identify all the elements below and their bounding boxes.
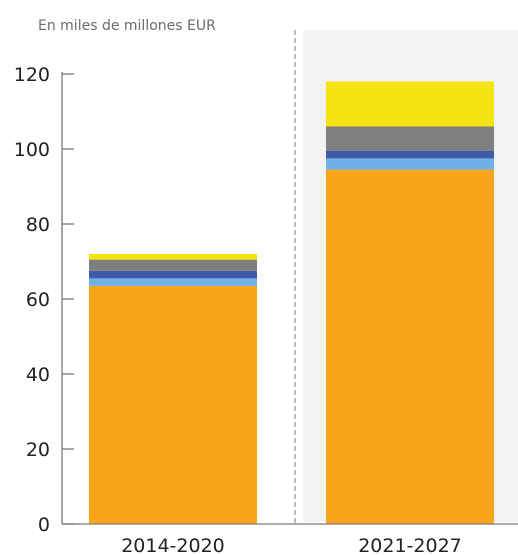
x-category-label: 2014-2020 bbox=[121, 535, 225, 555]
y-tick-label: 40 bbox=[26, 364, 50, 386]
y-tick-label: 80 bbox=[26, 214, 50, 236]
y-axis: 0 20 40 60 80 100 120 bbox=[14, 64, 74, 536]
bar-segment bbox=[89, 270, 257, 279]
bar-segment bbox=[89, 259, 257, 271]
bar-segment bbox=[326, 150, 494, 159]
x-axis: 2014-2020 2021-2027 bbox=[62, 523, 518, 555]
bar-segment bbox=[326, 81, 494, 127]
unit-label: En miles de millones EUR bbox=[38, 18, 216, 34]
y-tick-label: 120 bbox=[14, 64, 50, 86]
bar-segment bbox=[326, 158, 494, 170]
y-tick-label: 0 bbox=[38, 514, 50, 536]
x-category-label: 2021-2027 bbox=[358, 535, 462, 555]
bar-segment bbox=[89, 254, 257, 260]
bar-segment bbox=[326, 126, 494, 151]
y-tick-label: 100 bbox=[14, 139, 50, 161]
y-tick-label: 60 bbox=[26, 289, 50, 311]
bar-segment bbox=[326, 169, 494, 524]
bar-segment bbox=[89, 285, 257, 524]
bars bbox=[89, 81, 494, 524]
y-tick-label: 20 bbox=[26, 439, 50, 461]
bar-segment bbox=[89, 278, 257, 286]
